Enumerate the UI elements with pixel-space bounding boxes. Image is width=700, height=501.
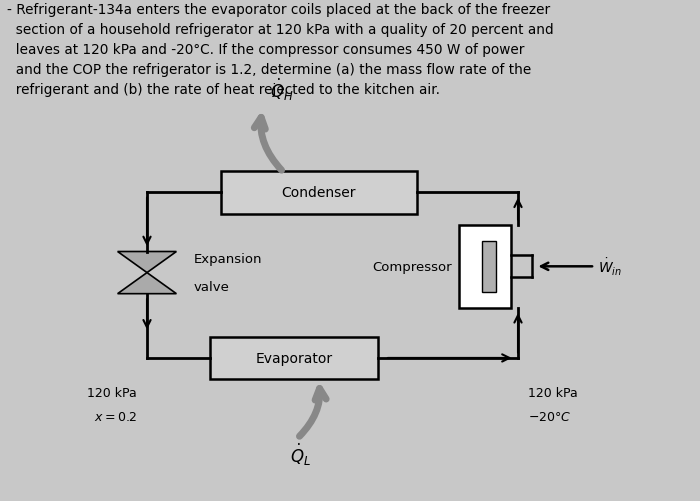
Text: Condenser: Condenser	[281, 186, 356, 200]
Bar	[210, 338, 378, 379]
Text: Compressor: Compressor	[372, 261, 452, 273]
Text: $\dot{Q}_L$: $\dot{Q}_L$	[290, 441, 312, 467]
Text: Evaporator: Evaporator	[256, 351, 332, 365]
Text: 120 kPa: 120 kPa	[87, 386, 136, 399]
Text: Expansion: Expansion	[194, 253, 262, 266]
Polygon shape	[118, 252, 176, 273]
Text: $x = 0.2$: $x = 0.2$	[94, 410, 136, 423]
Text: 120 kPa: 120 kPa	[528, 386, 578, 399]
Text: $-20°C$: $-20°C$	[528, 410, 572, 423]
Bar	[220, 171, 416, 214]
Text: $\dot{W}_{in}$: $\dot{W}_{in}$	[598, 256, 622, 278]
Bar	[482, 241, 496, 293]
Text: valve: valve	[194, 281, 230, 294]
Bar	[458, 225, 511, 308]
Text: - Refrigerant-134a enters the evaporator coils placed at the back of the freezer: - Refrigerant-134a enters the evaporator…	[7, 3, 554, 97]
Polygon shape	[118, 273, 176, 294]
Text: $\dot{Q}_H$: $\dot{Q}_H$	[270, 77, 293, 103]
